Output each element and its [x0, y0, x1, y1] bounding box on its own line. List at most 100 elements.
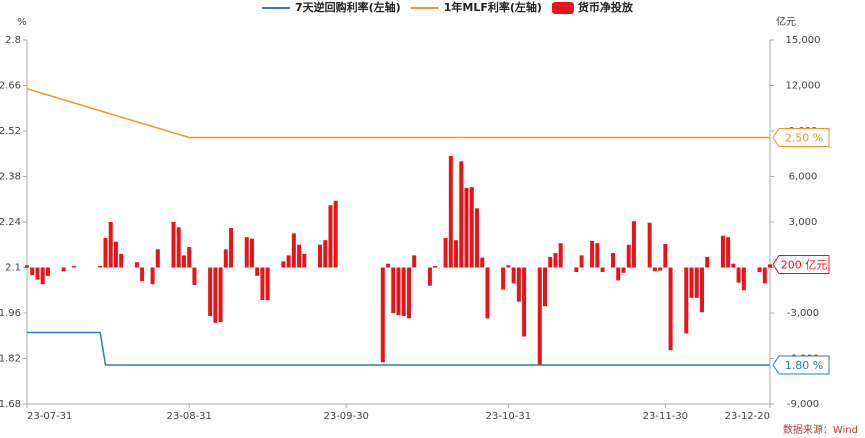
bar [600, 267, 605, 273]
bar [30, 267, 35, 276]
x-tick-label: 23-10-31 [486, 411, 531, 422]
y2-unit: 亿元 [776, 15, 796, 28]
bar [762, 267, 767, 284]
bar [333, 200, 338, 268]
y2-tick-label: 12,000 [786, 81, 821, 92]
y2-tick-label: -9,000 [787, 399, 819, 410]
bar [218, 267, 223, 323]
line [26, 88, 770, 139]
bar [213, 267, 218, 323]
y-tick-label: 2.38 [0, 172, 21, 183]
y-tick-label: 2.1 [5, 263, 21, 274]
legend-label: 货币净投放 [577, 0, 634, 14]
bar [323, 240, 328, 268]
bar [208, 267, 213, 317]
bar [103, 237, 108, 268]
bar [652, 267, 657, 272]
x-tick-label: 23-07-31 [27, 411, 72, 422]
bar [501, 267, 506, 290]
end-label-box [772, 254, 830, 274]
bar [647, 222, 652, 268]
bar [181, 255, 186, 268]
bar [391, 267, 396, 313]
bar [621, 267, 626, 273]
bar [757, 267, 762, 273]
bar [40, 267, 45, 285]
bar [229, 228, 234, 268]
bar [590, 240, 595, 268]
bar [720, 235, 725, 268]
bar [427, 267, 432, 286]
bar [265, 267, 270, 301]
bar [459, 161, 464, 268]
bar [286, 255, 291, 268]
bar [469, 187, 474, 268]
bar [171, 222, 176, 268]
y-tick-label: 2.24 [0, 217, 21, 228]
end-label: 1.80 % [785, 359, 823, 372]
bar [626, 244, 631, 268]
bar [631, 221, 636, 268]
bar [658, 267, 663, 271]
bar [291, 233, 296, 268]
bar [25, 265, 29, 268]
y2-tick-label: -3,000 [787, 308, 819, 319]
bar [396, 267, 401, 316]
bar [699, 267, 704, 313]
bar [412, 255, 417, 268]
bar [98, 265, 103, 268]
bar [684, 267, 689, 334]
bar [595, 243, 600, 268]
y2-tick-label: 15,000 [786, 35, 821, 46]
bar [443, 237, 448, 268]
x-tick-label: 23-08-31 [167, 411, 212, 422]
bar [663, 243, 668, 268]
bar [511, 267, 516, 284]
bar [119, 253, 124, 268]
bar [72, 265, 77, 268]
bar [705, 256, 710, 268]
bar [35, 267, 40, 280]
bar [281, 261, 286, 268]
bar [736, 267, 741, 283]
bar [480, 257, 485, 268]
x-tick-label: 23-09-30 [323, 411, 368, 422]
bar [328, 205, 333, 268]
bar [516, 267, 521, 302]
legend-swatch [551, 2, 574, 14]
y-unit: % [17, 17, 27, 28]
bar [113, 241, 118, 268]
x-tick-label: 23-11-30 [643, 411, 688, 422]
y-tick-label: 1.82 [0, 354, 21, 365]
bar [543, 267, 548, 307]
bar [45, 267, 50, 276]
source-note: 数据来源：Wind [783, 423, 858, 436]
bar [134, 262, 139, 268]
bar [522, 267, 527, 337]
bar [249, 238, 254, 268]
y2-tick-label: 6,000 [789, 172, 818, 183]
bar [187, 247, 192, 268]
bar [464, 187, 469, 268]
legend-label: 7天逆回购利率(左轴) [295, 0, 401, 14]
bar [558, 243, 563, 268]
bar [553, 253, 558, 268]
bar [506, 265, 511, 268]
bar [726, 237, 731, 268]
bar [150, 267, 155, 285]
end-label: 200 亿元 [781, 258, 828, 271]
x-tick-label: 23-12-20 [725, 411, 770, 422]
bar [318, 244, 323, 268]
bar [244, 237, 249, 268]
bar [223, 249, 228, 268]
legend-label: 1年MLF利率(左轴) [444, 0, 542, 14]
end-label-box [772, 355, 830, 375]
bar [108, 222, 113, 268]
bar [176, 227, 181, 268]
bar [380, 267, 385, 363]
bar [574, 267, 579, 273]
bar [454, 240, 459, 268]
line [27, 331, 770, 366]
bar [406, 267, 411, 319]
